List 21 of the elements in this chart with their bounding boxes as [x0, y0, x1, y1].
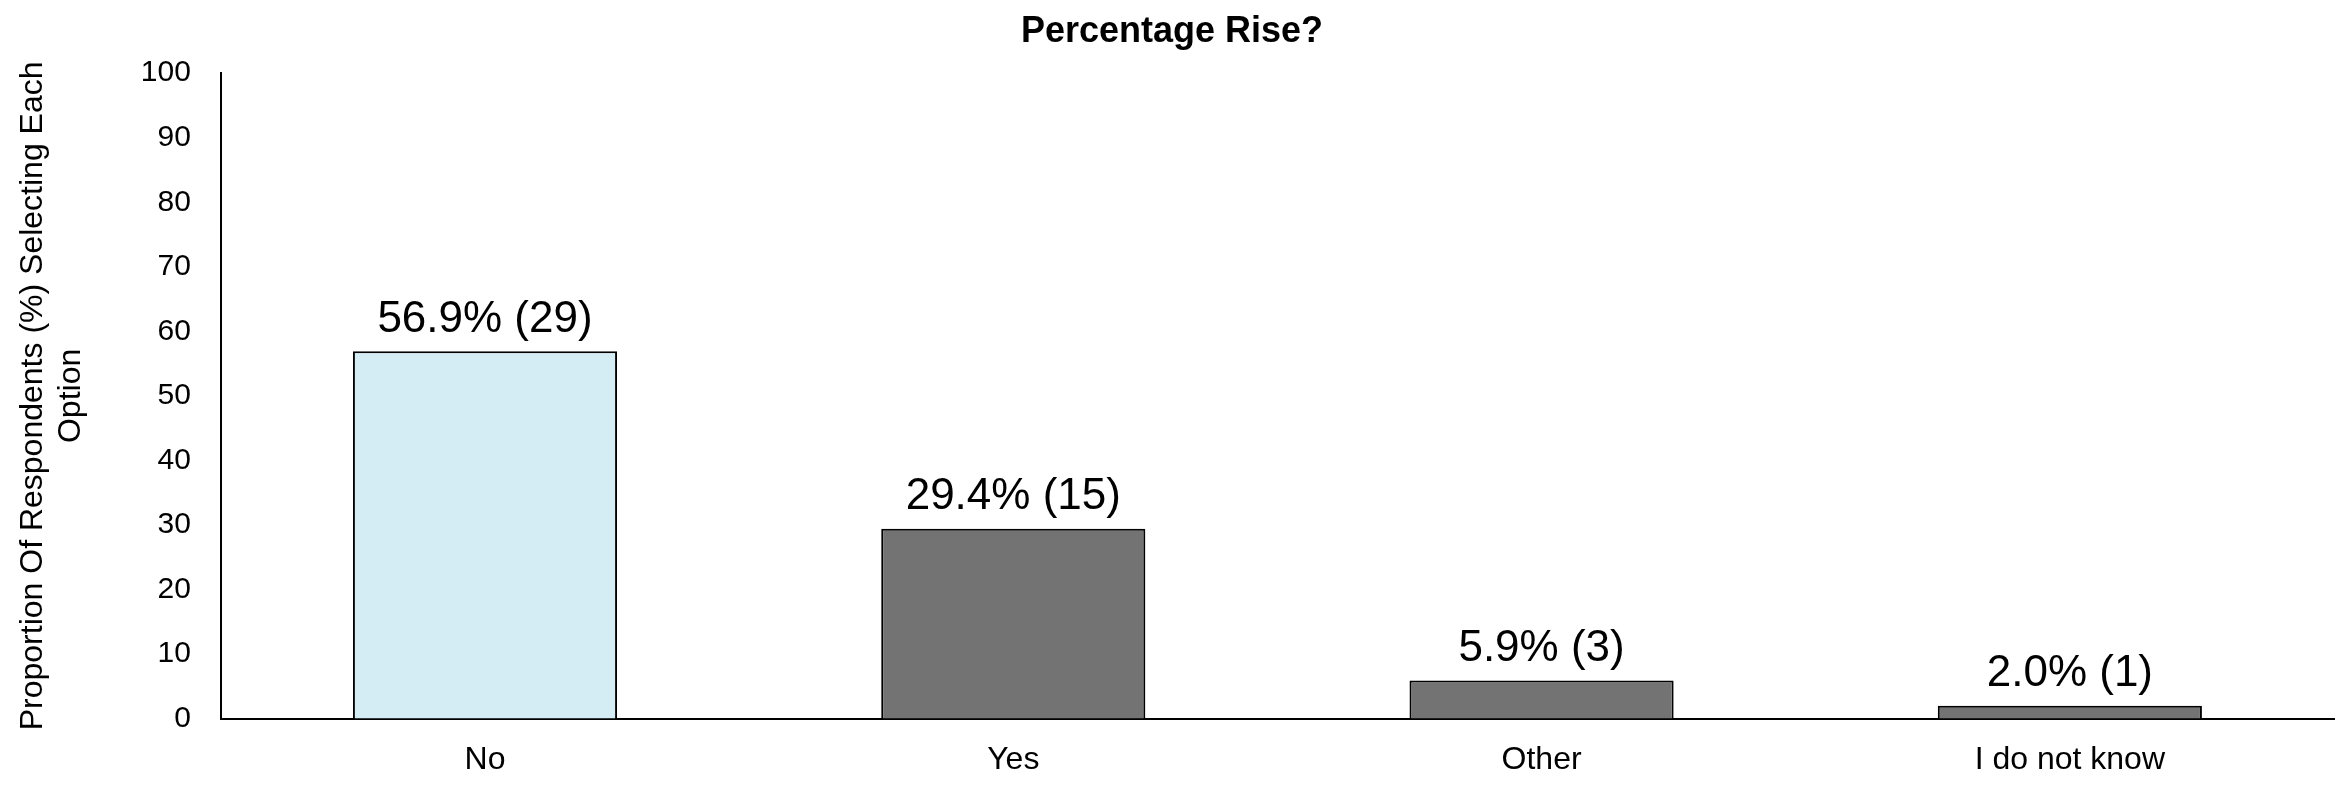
- data-label: 56.9% (29): [377, 291, 593, 341]
- y-tick-label: 90: [157, 119, 191, 153]
- y-tick-label: 80: [157, 183, 191, 217]
- y-tick-label: 60: [157, 312, 191, 346]
- data-label: 29.4% (15): [905, 468, 1121, 518]
- y-tick-label: 0: [174, 699, 191, 733]
- y-tick-label: 30: [157, 506, 191, 540]
- x-tick-label: Other: [1501, 739, 1582, 776]
- x-tick-label: No: [464, 739, 506, 776]
- y-tick-label: 20: [157, 570, 191, 604]
- data-label: 5.9% (3): [1458, 620, 1625, 670]
- y-tick-label: 10: [157, 635, 191, 669]
- x-tick-label: Yes: [987, 739, 1040, 776]
- y-tick-label: 70: [157, 248, 191, 282]
- y-tick-label: 50: [157, 377, 191, 411]
- data-label: 2.0% (1): [1986, 645, 2154, 695]
- chart-title: Percentage Rise?: [1020, 8, 1324, 50]
- y-axis-title: Proportion Of Respondents (%) Selecting Each Option: [13, 61, 88, 731]
- y-tick-label: 100: [140, 54, 191, 88]
- y-tick-label: 40: [157, 441, 191, 475]
- x-tick-label: I do not know: [1974, 739, 2166, 776]
